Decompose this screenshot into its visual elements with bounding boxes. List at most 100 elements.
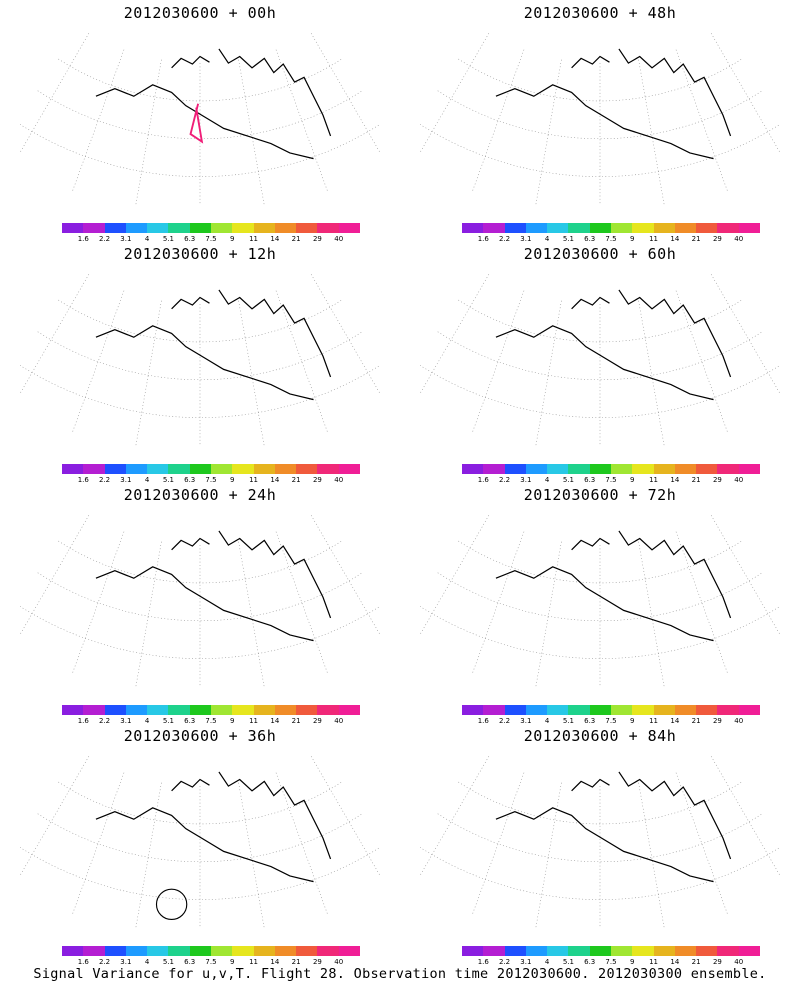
colorbar-cell — [253, 464, 275, 474]
colorbar-tick-label: 4 — [544, 235, 550, 243]
colorbar-cell — [525, 946, 548, 956]
colorbar-cell — [125, 464, 148, 474]
colorbar-tick-label: 14 — [670, 235, 680, 243]
colorbar-cell — [296, 464, 318, 474]
colorbar-cell — [525, 223, 548, 233]
colorbar-tick-label: 11 — [249, 958, 259, 966]
colorbar-tick-label: 1.6 — [477, 717, 489, 725]
colorbar-cell — [189, 223, 211, 233]
colorbar-tick-label: 9 — [230, 717, 235, 725]
colorbar-cell — [104, 946, 126, 956]
colorbar-tick-label: 14 — [270, 476, 280, 484]
colorbar-cell — [338, 223, 360, 233]
colorbar-tick-label: 21 — [691, 717, 701, 725]
colorbar-cell — [525, 705, 548, 715]
colorbar-cell — [189, 946, 211, 956]
colorbar-cell — [674, 946, 697, 956]
colorbar-cell — [210, 223, 233, 233]
panel-title: 2012030600 + 84h — [523, 727, 677, 745]
colorbar-tick-label: 5.1 — [562, 717, 574, 725]
colorbar-cell — [674, 464, 697, 474]
colorbar-tick-label: 29 — [712, 235, 722, 243]
colorbar-cell — [589, 705, 611, 715]
colorbar-tick-label: 14 — [270, 717, 280, 725]
colorbar-tick-label: 40 — [734, 717, 744, 725]
colorbar-tick-label: 9 — [630, 235, 635, 243]
colorbar-cell — [610, 464, 633, 474]
colorbar-tick-label: 11 — [649, 235, 659, 243]
colorbar-cell — [253, 705, 275, 715]
colorbar-tick-label: 5.1 — [162, 235, 174, 243]
colorbar-tick-label: 7.5 — [205, 717, 217, 725]
colorbar-cell — [717, 946, 739, 956]
colorbar-cell — [653, 705, 675, 715]
colorbar-cell — [253, 946, 275, 956]
forecast-panel: 2012030600 + 48h 1.6 2.2 3.1 4 5.1 6.3 7.5 9 11 14… — [400, 0, 800, 243]
forecast-panel: 2012030600 + 84h 1.6 2.2 3.1 4 5.1 6.3 7.5 9 11 14… — [400, 723, 800, 966]
colorbar-cell — [547, 464, 569, 474]
colorbar-tick-label: 29 — [312, 717, 322, 725]
colorbar-cell — [104, 223, 126, 233]
forecast-panel: 2012030600 + 60h 1.6 2.2 3.1 4 5.1 6.3 7.5 9 11 14… — [400, 241, 800, 484]
colorbar-tick-label: 2.2 — [498, 717, 511, 725]
variance-map — [20, 756, 380, 928]
colorbar-cell — [462, 705, 484, 715]
colorbar-labels: 1.6 2.2 3.1 4 5.1 6.3 7.5 9 11 14 21 29 40 — [450, 476, 780, 486]
colorbar-cell — [317, 946, 339, 956]
colorbar-cell — [589, 223, 611, 233]
colorbar-tick-label: 1.6 — [477, 476, 489, 484]
colorbar — [62, 223, 360, 233]
colorbar-cell — [504, 223, 526, 233]
colorbar-tick-label: 2.2 — [498, 958, 511, 966]
colorbar-tick-label: 11 — [649, 476, 659, 484]
colorbar-cell — [232, 223, 254, 233]
colorbar-cell — [504, 946, 526, 956]
colorbar-tick-label: 29 — [712, 476, 722, 484]
colorbar-tick-label: 1.6 — [77, 958, 89, 966]
colorbar-tick-label: 4 — [544, 958, 550, 966]
colorbar-tick-label: 2.2 — [98, 958, 111, 966]
colorbar-cell — [547, 223, 569, 233]
colorbar-cell — [125, 223, 148, 233]
colorbar-tick-label: 6.3 — [184, 476, 196, 484]
colorbar-tick-label: 7.5 — [605, 958, 617, 966]
colorbar-cell — [189, 464, 211, 474]
colorbar — [62, 946, 360, 956]
panel-title: 2012030600 + 24h — [123, 486, 277, 504]
colorbar-tick-label: 6.3 — [184, 717, 196, 725]
colorbar-tick-label: 29 — [712, 958, 722, 966]
colorbar-tick-label: 11 — [649, 958, 659, 966]
colorbar-tick-label: 40 — [334, 958, 344, 966]
colorbar-tick-label: 7.5 — [205, 476, 217, 484]
colorbar-cell — [653, 946, 675, 956]
colorbar-cell — [653, 223, 675, 233]
colorbar-cell — [296, 705, 318, 715]
colorbar-tick-label: 9 — [230, 958, 235, 966]
colorbar-labels: 1.6 2.2 3.1 4 5.1 6.3 7.5 9 11 14 21 29 40 — [450, 235, 780, 245]
colorbar-tick-label: 11 — [249, 476, 259, 484]
forecast-panel: 2012030600 + 36h 1.6 2.2 3.1 4 5.1 6.3 7.5 9 11 14… — [0, 723, 400, 966]
colorbar-cell — [125, 946, 148, 956]
colorbar-cell — [568, 464, 590, 474]
colorbar-cell — [696, 705, 718, 715]
colorbar-cell — [83, 223, 105, 233]
colorbar-cell — [547, 946, 569, 956]
colorbar-cell — [632, 946, 654, 956]
colorbar-cell — [674, 705, 697, 715]
colorbar-tick-label: 6.3 — [584, 476, 596, 484]
colorbar-cell — [504, 464, 526, 474]
panel-title: 2012030600 + 12h — [123, 245, 277, 263]
colorbar-tick-label: 5.1 — [562, 958, 574, 966]
colorbar-cell — [62, 946, 84, 956]
colorbar-tick-label: 2.2 — [498, 476, 511, 484]
colorbar-cell — [717, 464, 739, 474]
colorbar-cell — [738, 464, 760, 474]
colorbar-tick-label: 9 — [230, 235, 235, 243]
figure-caption: Signal Variance for u,v,T. Flight 28. Ob… — [33, 966, 767, 982]
colorbar-tick-label: 14 — [670, 717, 680, 725]
colorbar-cell — [462, 223, 484, 233]
colorbar-tick-label: 1.6 — [477, 958, 489, 966]
colorbar-cell — [296, 223, 318, 233]
colorbar-cell — [83, 464, 105, 474]
forecast-panel: 2012030600 + 00h 1.6 2.2 3.1 4 5.1 6.3 7.5 9 11 14… — [0, 0, 400, 243]
